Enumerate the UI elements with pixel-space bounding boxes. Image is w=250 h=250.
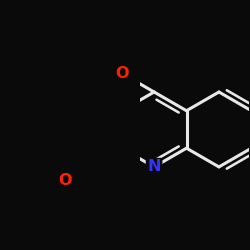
Text: N: N xyxy=(147,160,161,174)
Text: O: O xyxy=(59,173,72,188)
Text: O: O xyxy=(115,66,128,81)
